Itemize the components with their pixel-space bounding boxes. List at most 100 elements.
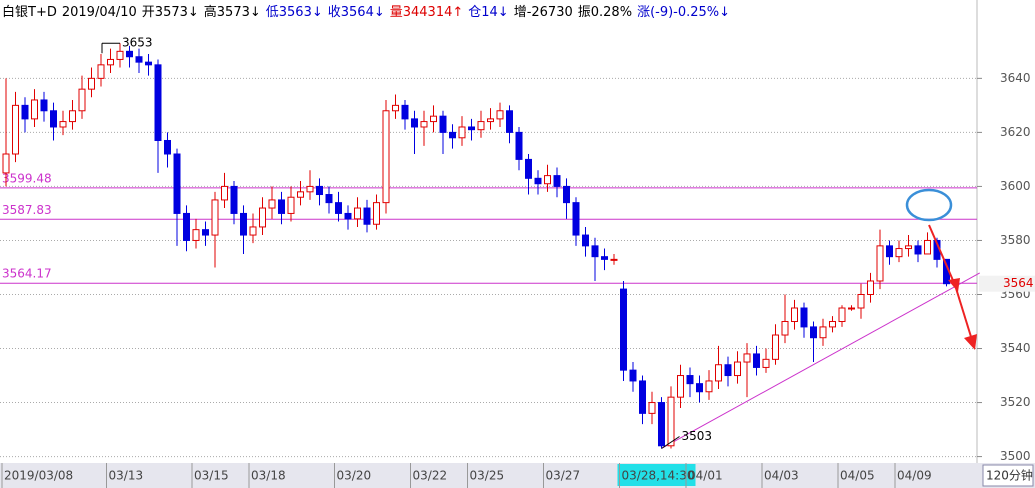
candle-body [705,380,713,393]
candle-body [164,139,171,155]
candle-body [344,212,352,220]
trough-line [661,436,680,449]
candle-body [69,110,76,123]
x-tick-label: 03/22 [413,469,448,483]
candle-body [667,396,675,447]
candle-body [791,307,798,323]
candle-body [50,110,57,128]
x-tick-label: 03/27 [546,469,581,483]
candle-body [173,153,181,214]
candle-body [686,375,694,385]
candle-body [287,196,295,214]
arrow [954,284,973,341]
candle-body [477,121,485,131]
candle-body [810,326,817,339]
candle-body [335,202,342,214]
candle-body [78,88,86,112]
candle-body [572,202,580,236]
candle-body [639,380,646,414]
candle-body [40,99,48,112]
arrow-head [964,334,977,350]
marker-ellipse [905,188,953,222]
header-item: 增-26730 [513,5,573,20]
trough-label: 3503 [682,429,713,443]
candle-body [249,226,257,236]
candle-body [762,358,770,368]
candle-body [772,334,779,360]
candle-body [876,245,884,282]
candle-body [867,280,874,295]
candle-body [268,199,276,209]
y-tick-label: 3520 [1000,395,1031,409]
candle-body [905,245,912,250]
header-item: 涨(-9)-0.25%↓ [637,5,731,20]
header-item: 量344314↑ [389,5,464,20]
candle-body [924,239,931,255]
candle-body [221,185,228,201]
level-label: 3587.83 [2,203,52,217]
candle-body [183,212,190,241]
candle-body [354,207,361,220]
candle-body [515,131,523,160]
candle-body [620,288,627,371]
candle-body [724,364,732,377]
candle-body [544,175,551,185]
candle-body [278,199,285,214]
candle-body [857,293,865,309]
x-tick-label: 03/13 [109,469,144,483]
x-tick-label: 03/20 [337,469,372,483]
candle-body [430,115,437,123]
x-tick-label: 04/05 [840,469,875,483]
candle-body [648,402,656,414]
candle-body [553,175,561,187]
candle-body [734,361,741,377]
candle-body [800,307,808,328]
level-label: 3599.48 [2,171,52,185]
candle-body [525,158,532,179]
candle-body [610,258,618,261]
level-label: 3564.17 [2,267,52,281]
x-tick-label: 03/28,14:30 [622,469,695,483]
header-item: 开3573↓ [141,5,199,20]
candle-body [107,58,114,66]
period-label: 120分钟 [986,468,1033,483]
candle-body [325,194,333,204]
candle-body [781,321,789,336]
header-item: 低3563↓ [265,5,323,20]
candle-body [154,64,162,141]
candle-body [411,118,418,128]
header-item: 收3564↓ [327,5,385,20]
candle-body [895,248,903,258]
candle-body [819,326,827,339]
header-item: 2019/04/10 [61,5,137,20]
y-tick-label: 3620 [1000,125,1031,139]
y-tick-label: 3580 [1000,233,1031,247]
header-item: 振0.28% [577,5,633,20]
candle-body [192,229,200,241]
x-tick-label: 03/15 [194,469,229,483]
cursor-highlight [617,464,696,486]
candle-body [2,153,10,174]
quote-header: 白银T+D 2019/04/10 开3573↓ 高3573↓ 低3563↓ 收3564↓ 量… [2,1,735,20]
candle-body [743,353,751,363]
candle-body [534,177,542,185]
candle-body [126,50,133,58]
candle-body [468,126,475,131]
x-tick-label: 2019/03/08 [4,469,73,483]
y-tick-label: 3640 [1000,71,1031,85]
candle-body [12,104,19,155]
x-axis-bar [0,463,1035,488]
candle-body [487,118,494,123]
y-tick-label: 3540 [1000,341,1031,355]
candle-body [506,110,513,133]
peak-label: 3653 [122,36,153,50]
x-tick-label: 03/25 [470,469,505,483]
candle-body [696,383,703,393]
candle-body [420,121,428,128]
candle-body [297,191,304,198]
period-box [982,464,1034,487]
candle-body [401,104,409,120]
candle-body [753,353,760,368]
